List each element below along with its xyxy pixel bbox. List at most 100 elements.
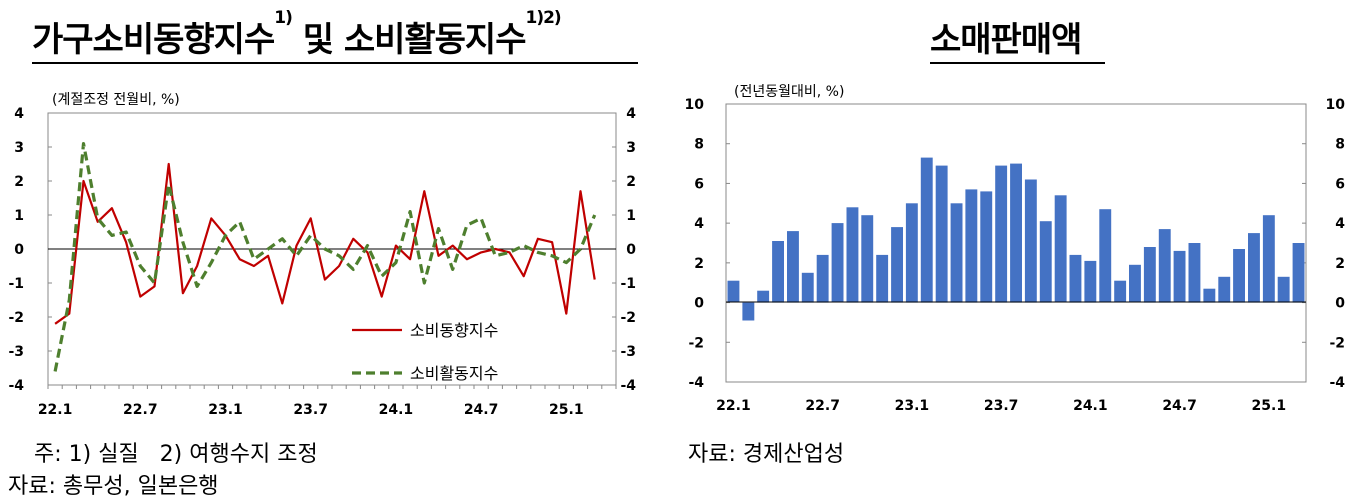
retail-sales-bar — [1010, 163, 1022, 303]
series-line-consumption-activity-index — [53, 142, 597, 372]
right-y-tick-label-right: 6 — [1335, 176, 1345, 192]
left-y-tick-label-left: 1 — [14, 208, 24, 224]
retail-sales-bars — [727, 157, 1305, 321]
retail-sales-bar — [1039, 221, 1052, 303]
left-y-tick-label-left: -4 — [8, 378, 24, 394]
retail-sales-bar — [1084, 260, 1097, 303]
left-y-tick-label-left: 3 — [14, 140, 24, 156]
legend-label-consumption-trend-index: 소비동향지수 — [410, 321, 498, 340]
left-x-tick-label: 22.1 — [38, 402, 73, 418]
retail-sales-bar — [757, 290, 770, 303]
right-x-tick-label: 23.7 — [984, 398, 1019, 414]
left-y-tick-label-left: 4 — [14, 106, 24, 122]
left-unit-label: (계절조정 전월비, %) — [52, 92, 180, 108]
right-y-tick-label-left: 10 — [685, 97, 705, 113]
right-y-tick-label-left: 0 — [694, 296, 704, 312]
retail-sales-bar — [905, 203, 918, 303]
retail-sales-bar — [1054, 195, 1067, 303]
left-title-main: 가구소비동향지수 — [32, 20, 275, 60]
right-x-tick-label: 24.1 — [1073, 398, 1108, 414]
left-title-mid: 및 소비활동지수 — [291, 20, 527, 60]
left-y-tick-label-left: -3 — [8, 344, 24, 360]
retail-sales-bar — [816, 254, 829, 303]
retail-sales-bar — [980, 191, 993, 303]
retail-sales-bar — [861, 215, 874, 303]
left-title-sup1: 1) — [274, 8, 293, 28]
retail-sales-bar — [1143, 247, 1156, 303]
retail-sales-bar — [1218, 276, 1231, 303]
retail-sales-bar — [950, 203, 963, 303]
right-x-tick-labels: 22.1 22.7 23.1 23.7 24.1 24.7 25.1 — [716, 398, 1286, 414]
left-y-tick-label-right: -2 — [620, 310, 636, 326]
right-y-tick-label-left: 4 — [694, 216, 704, 232]
right-y-tick-label-left: 8 — [694, 137, 704, 153]
retail-sales-bar — [772, 241, 784, 303]
retail-sales-bar — [1024, 179, 1037, 303]
retail-sales-bar — [1188, 243, 1201, 303]
left-y-tick-label-right: 2 — [626, 174, 636, 190]
right-y-tick-label-right: -4 — [1329, 375, 1345, 391]
retail-sales-bar — [1277, 276, 1290, 303]
left-y-tick-label-right: 4 — [626, 106, 636, 122]
retail-sales-bar — [1114, 280, 1127, 303]
retail-sales-bar — [1129, 264, 1141, 303]
left-source: 자료: 총무성, 일본은행 — [8, 474, 219, 499]
right-y-tick-label-right: 10 — [1326, 97, 1346, 113]
retail-sales-bar — [846, 207, 859, 303]
left-y-tick-label-left: -2 — [8, 310, 24, 326]
left-y-tick-label-right: -3 — [620, 344, 636, 360]
right-unit-label: (전년동월대비, %) — [734, 84, 844, 100]
retail-sales-bar — [1233, 249, 1245, 303]
left-x-tick-label: 23.7 — [293, 402, 328, 418]
left-x-tick-labels: 22.1 22.7 23.1 23.7 24.1 24.7 25.1 — [38, 402, 584, 418]
right-title-underline — [930, 62, 1105, 64]
retail-sales-bar — [727, 280, 740, 303]
retail-sales-bar — [742, 302, 755, 321]
right-x-tick-label: 25.1 — [1252, 398, 1287, 414]
left-chart-title: 가구소비동향지수1) 및 소비활동지수1)2) — [32, 8, 562, 61]
series-line-consumption-trend-index — [54, 162, 596, 325]
left-x-tick-label: 22.7 — [123, 402, 158, 418]
right-x-tick-label: 22.7 — [805, 398, 840, 414]
retail-sales-bar — [876, 254, 889, 303]
retail-sales-bar — [1099, 209, 1112, 303]
right-y-tick-label-right: 4 — [1335, 216, 1345, 232]
retail-sales-bar — [1173, 250, 1186, 303]
right-y-tick-label-right: 8 — [1335, 137, 1345, 153]
left-title-sup2: 1)2) — [525, 8, 562, 28]
retail-sales-bar — [1262, 215, 1275, 303]
right-y-tick-label-right: 2 — [1335, 256, 1345, 272]
retail-sales-bar — [995, 165, 1008, 303]
left-y-tick-label-right: 0 — [626, 242, 636, 258]
right-y-tick-label-left: -2 — [688, 335, 704, 351]
retail-sales-bar — [891, 227, 903, 303]
right-x-tick-label: 24.7 — [1162, 398, 1197, 414]
retail-sales-bar — [787, 231, 799, 303]
left-x-tick-label: 25.1 — [549, 402, 584, 418]
right-y-tick-label-left: -4 — [688, 375, 704, 391]
retail-sales-bar — [920, 157, 933, 303]
retail-sales-bar — [935, 165, 948, 303]
right-source: 자료: 경제산업성 — [688, 442, 845, 467]
left-y-tick-label-right: 1 — [626, 208, 636, 224]
left-x-tick-label: 24.1 — [379, 402, 414, 418]
retail-sales-bar — [801, 272, 814, 303]
left-y-tick-label-right: -4 — [620, 378, 636, 394]
retail-sales-bar — [965, 189, 978, 303]
left-y-tick-label-right: 3 — [626, 140, 636, 156]
left-x-tick-label: 24.7 — [464, 402, 499, 418]
retail-sales-bar — [1069, 254, 1082, 303]
right-y-tick-labels: 10 10 8 8 6 6 4 4 2 2 0 0 -2 -2 -4 -4 — [685, 97, 1346, 391]
left-y-tick-label-left: -1 — [8, 276, 24, 292]
retail-sales-bar — [1203, 288, 1216, 303]
right-y-tick-label-left: 2 — [694, 256, 704, 272]
retail-sales-bar — [1158, 229, 1171, 303]
right-y-tick-label-right: 0 — [1335, 296, 1345, 312]
left-y-tick-labels: 4 4 3 3 2 2 1 1 0 0 -1 -1 -2 -2 -3 -3 -4 -4 — [8, 106, 636, 394]
retail-sales-bar — [831, 223, 844, 303]
retail-sales-bar — [1292, 243, 1305, 303]
left-x-tick-label: 23.1 — [208, 402, 243, 418]
left-title-underline — [32, 62, 638, 64]
left-y-tick-label-left: 0 — [14, 242, 24, 258]
